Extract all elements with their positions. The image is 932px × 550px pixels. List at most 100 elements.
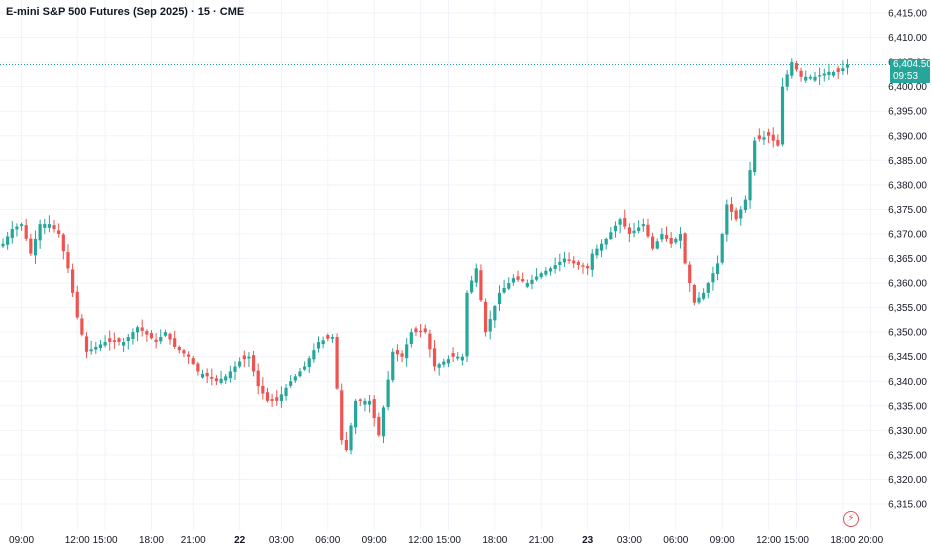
candle-body: [655, 241, 659, 249]
candle-body: [103, 341, 107, 346]
price-axis[interactable]: 6,315.00 6,320.00 6,325.00 6,330.00 6,335.00…: [888, 9, 927, 511]
candle-body: [163, 332, 167, 336]
candle-body: [265, 392, 270, 401]
candle-body: [460, 356, 464, 361]
candle-body: [535, 276, 539, 280]
candle-body: [372, 399, 376, 419]
candle-body: [516, 276, 520, 280]
candle-body: [326, 335, 330, 339]
x-tick-label: 12:00: [408, 535, 433, 546]
y-tick-label: 6,415.00: [888, 9, 927, 20]
candle-body: [581, 265, 585, 267]
candle-body: [24, 225, 28, 239]
y-tick-label: 6,370.00: [888, 229, 927, 240]
candle-body: [131, 332, 135, 339]
candle-body: [479, 270, 483, 301]
candle-body: [711, 273, 715, 283]
candle-body: [725, 204, 729, 235]
candle-body: [511, 278, 515, 283]
y-tick-label: 6,335.00: [888, 401, 927, 412]
candle-body: [340, 390, 344, 441]
candle-body: [122, 341, 126, 346]
candle-body: [182, 350, 186, 354]
y-tick-label: 6,360.00: [888, 279, 927, 290]
candle-body: [813, 76, 817, 81]
candle-body: [75, 291, 79, 318]
candle-body: [363, 400, 367, 405]
candle-body: [10, 229, 14, 239]
candle-body: [84, 336, 89, 352]
candle-body: [270, 399, 274, 401]
candle-body: [344, 439, 348, 450]
candle-body: [349, 425, 353, 451]
candle-body: [177, 346, 181, 351]
candle-body: [757, 135, 761, 140]
candle-body: [497, 292, 502, 305]
candle-body: [284, 387, 288, 397]
candle-body: [381, 407, 386, 437]
grid-lines: [0, 0, 887, 530]
lightning-icon[interactable]: ⚡: [843, 511, 859, 527]
y-tick-label: 6,355.00: [888, 303, 927, 314]
candle-body: [298, 371, 302, 377]
x-tick-label: 09:00: [9, 535, 34, 546]
time-axis[interactable]: 09:00 12:00 15:00 18:00 21:00 22 03:00 06:00 09:…: [9, 535, 884, 546]
candle-body: [590, 253, 594, 270]
candle-body: [456, 356, 460, 359]
y-tick-label: 6,385.00: [888, 156, 927, 167]
y-tick-label: 6,410.00: [888, 33, 927, 44]
candle-body: [247, 356, 251, 359]
candle-body: [470, 280, 474, 293]
candle-body: [804, 76, 808, 81]
candle-body: [200, 373, 205, 378]
candle-body: [19, 224, 24, 226]
candle-body: [841, 68, 845, 72]
candle-body: [219, 378, 223, 383]
candle-body: [224, 376, 228, 381]
candle-body: [228, 371, 232, 379]
candle-body: [98, 344, 103, 349]
candle-body: [595, 248, 599, 256]
x-tick-label: 09:00: [710, 535, 735, 546]
candle-body: [688, 264, 692, 284]
x-tick-label: 23: [582, 535, 594, 546]
candle-body: [442, 361, 446, 365]
candle-body: [641, 224, 645, 227]
candle-body: [623, 218, 627, 227]
candle-body: [242, 355, 246, 360]
x-tick-label: 22: [234, 535, 246, 546]
candle-body: [321, 340, 325, 345]
y-tick-label: 6,350.00: [888, 328, 927, 339]
candle-body: [780, 86, 785, 145]
x-tick-label: 21:00: [529, 535, 554, 546]
candle-body: [354, 400, 358, 428]
x-tick-label: 12:00: [756, 535, 781, 546]
candle-body: [451, 353, 455, 357]
candle-body: [539, 273, 543, 278]
candle-body: [822, 73, 826, 76]
candle-body: [279, 394, 283, 402]
candle-body: [57, 230, 61, 234]
candle-body: [405, 344, 409, 359]
candle-body: [149, 333, 154, 339]
candle-body: [632, 230, 636, 234]
candle-body: [261, 385, 265, 394]
candle-body: [507, 283, 511, 289]
candle-body: [706, 283, 710, 293]
candle-body: [335, 337, 339, 389]
y-tick-label: 6,365.00: [888, 254, 927, 265]
x-tick-label: 15:00: [93, 535, 118, 546]
candle-body: [159, 337, 163, 342]
candle-body: [720, 233, 724, 263]
candle-body: [785, 74, 789, 87]
bar-countdown: 09:53: [893, 71, 919, 82]
y-tick-label: 6,400.00: [888, 82, 927, 93]
candle-body: [173, 338, 177, 347]
candle-body: [316, 341, 321, 349]
candle-body: [558, 261, 562, 265]
candle-body: [669, 237, 673, 244]
candle-body: [38, 224, 42, 241]
candle-body: [794, 63, 799, 70]
candle-body: [446, 359, 451, 364]
y-tick-label: 6,330.00: [888, 426, 927, 437]
